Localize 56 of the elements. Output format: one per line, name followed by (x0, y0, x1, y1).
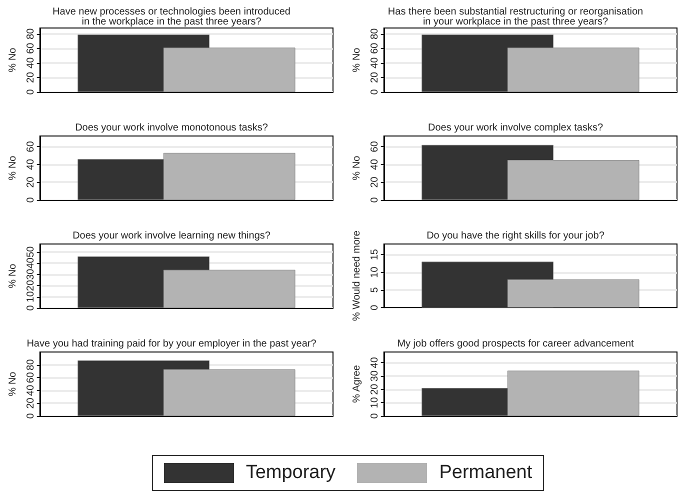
y-tick-label: 0 (25, 412, 36, 419)
y-tick-label: 0 (369, 412, 380, 419)
y-tick-label: 50 (25, 246, 36, 258)
y-tick-label: 5 (369, 286, 380, 293)
y-tick-label: 60 (25, 372, 36, 384)
chart-title: Have new processes or technologies been introduced in the workplace in the past three years? (52, 6, 290, 28)
y-tick-label: 0 (25, 88, 36, 95)
chart-title: Does your work involve complex tasks? (428, 122, 604, 134)
y-tick-label: 0 (369, 196, 380, 203)
y-tick-label: 20 (25, 176, 36, 188)
y-tick-label: 20 (369, 71, 380, 84)
legend-label: Permanent (438, 462, 532, 484)
y-tick-label: 15 (369, 248, 380, 260)
y-tick-label: 40 (369, 56, 380, 68)
y-tick-label: 0 (25, 196, 36, 203)
y-axis-title: % No (8, 155, 18, 180)
y-tick-label: 40 (25, 56, 36, 68)
y-axis-title: % No (8, 47, 18, 72)
y-tick-label: 10 (369, 396, 380, 408)
y-tick-label: 20 (369, 383, 380, 395)
y-tick-label: 80 (25, 28, 36, 40)
y-tick-label: 0 (369, 304, 380, 310)
chart-title: Does your work involve monotonous tasks? (75, 122, 268, 134)
y-tick-label: 60 (25, 140, 36, 152)
chart-title: Has there been substantial restructuring or reorganisation in your workplace in the past three years? (388, 6, 644, 28)
chart-title: My job offers good prospects for career advancement (397, 338, 634, 350)
y-tick-label: 60 (369, 140, 380, 152)
y-tick-label: 40 (369, 356, 380, 368)
y-tick-label: 80 (369, 28, 380, 40)
y-tick-label: 40 (25, 257, 36, 269)
y-tick-label: 0 (25, 304, 36, 311)
chart-title: Have you had training paid for by your employer in the past year? (26, 338, 317, 350)
y-axis-title: % No (352, 47, 362, 72)
y-axis-title: % No (8, 263, 18, 288)
chart-title: Does your work involve learning new things? (72, 230, 271, 242)
y-axis-title: % No (352, 155, 362, 180)
y-tick-label: 80 (25, 358, 36, 370)
y-axis-title: % No (8, 371, 18, 396)
y-axis-title: % Agree (352, 364, 362, 403)
y-axis-title: % Would need more (352, 230, 362, 321)
y-tick-label: 0 (369, 88, 380, 95)
y-tick-label: 30 (25, 268, 36, 280)
y-tick-label: 40 (25, 384, 36, 396)
y-tick-label: 40 (369, 158, 380, 170)
y-tick-label: 60 (369, 42, 380, 54)
y-tick-label: 20 (25, 397, 36, 409)
y-tick-label: 40 (25, 158, 36, 170)
y-tick-label: 60 (25, 42, 36, 54)
y-tick-label: 30 (369, 370, 380, 382)
y-tick-label: 20 (25, 71, 36, 84)
y-tick-label: 10 (369, 266, 380, 278)
y-tick-label: 10 (25, 290, 36, 302)
y-tick-label: 20 (369, 176, 380, 188)
y-tick-label: 20 (25, 280, 36, 292)
legend-label: Temporary (244, 462, 336, 484)
chart-title: Do you have the right skills for your job? (426, 230, 605, 242)
